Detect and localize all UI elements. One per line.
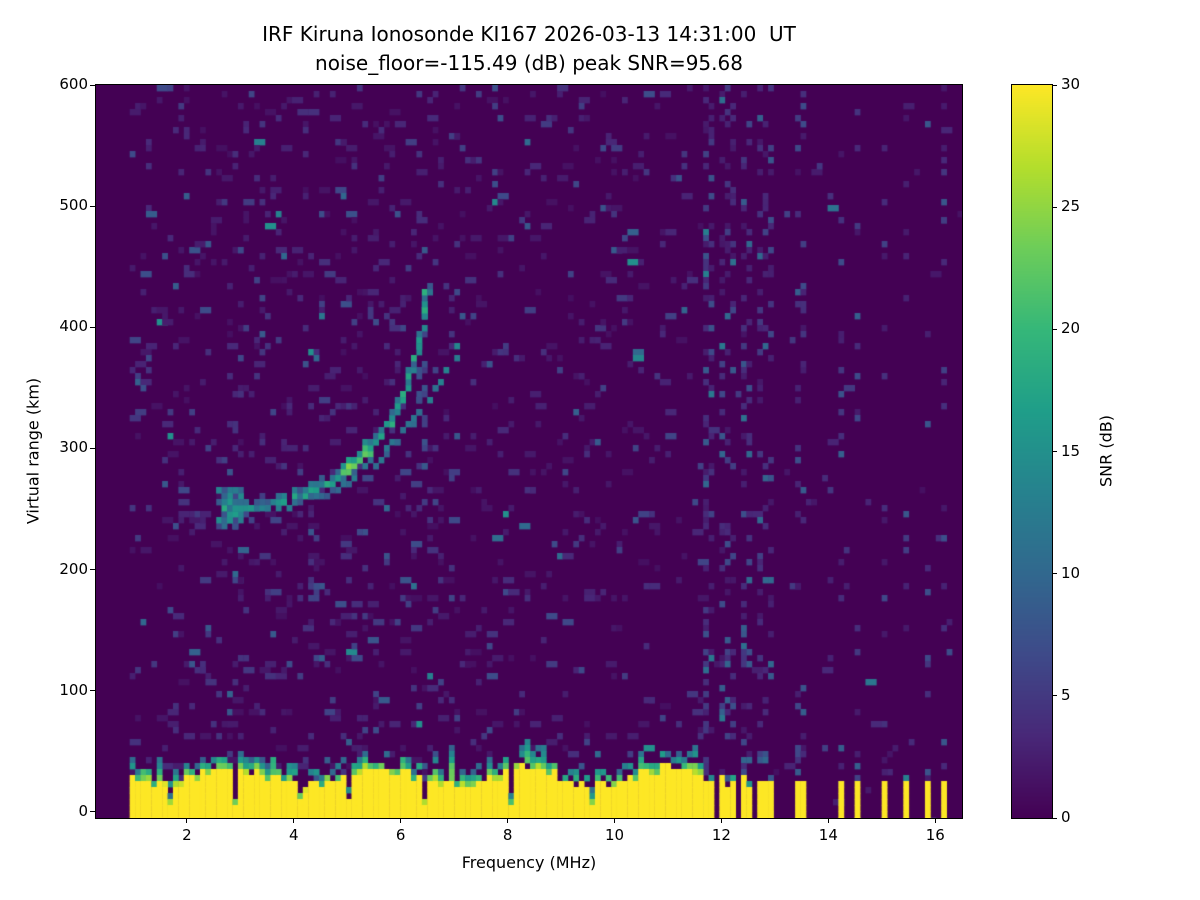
- x-tick-label: 16: [925, 826, 945, 844]
- x-tick-label: 12: [711, 826, 731, 844]
- x-tick: [720, 819, 722, 823]
- y-tick: [90, 569, 95, 571]
- chart-title: IRF Kiruna Ionosonde KI167 2026-03-13 14…: [262, 22, 796, 46]
- colorbar-tick: [1053, 451, 1057, 452]
- y-tick-label: 200: [59, 559, 88, 578]
- colorbar-tick-label: 15: [1061, 441, 1081, 460]
- colorbar-canvas: [1012, 85, 1052, 818]
- x-tick-label: 2: [182, 826, 192, 844]
- x-tick-label: 14: [818, 826, 838, 844]
- ionogram-canvas: [96, 85, 962, 818]
- y-tick-label: 0: [78, 801, 88, 820]
- x-tick: [614, 819, 616, 823]
- colorbar-tick-label: 10: [1061, 563, 1081, 582]
- x-tick-label: 8: [502, 826, 513, 844]
- y-tick: [90, 811, 95, 813]
- x-tick-label: 6: [395, 826, 406, 844]
- y-tick: [90, 326, 95, 328]
- colorbar-tick: [1053, 695, 1057, 697]
- colorbar-tick-label: 25: [1061, 197, 1081, 216]
- x-tick: [827, 819, 829, 823]
- colorbar-tick: [1053, 328, 1057, 330]
- y-tick: [90, 690, 95, 692]
- colorbar-tick-label: 20: [1061, 319, 1081, 338]
- x-tick: [507, 819, 509, 823]
- y-tick: [90, 84, 95, 86]
- x-tick: [186, 819, 188, 823]
- y-tick-label: 300: [59, 438, 88, 457]
- y-tick: [90, 447, 95, 449]
- y-tick-label: 500: [59, 196, 88, 215]
- x-tick-label: 10: [604, 826, 625, 844]
- chart-subtitle: noise_floor=-115.49 (dB) peak SNR=95.68: [315, 51, 743, 75]
- x-tick: [400, 819, 402, 823]
- x-axis-label: Frequency (MHz): [461, 853, 597, 872]
- colorbar-tick-label: 0: [1061, 808, 1071, 826]
- colorbar-tick: [1053, 84, 1057, 86]
- x-tick: [934, 819, 936, 823]
- colorbar-tick-label: 30: [1061, 75, 1081, 93]
- colorbar-tick: [1053, 573, 1057, 575]
- y-tick: [90, 205, 95, 207]
- y-tick-label: 100: [59, 680, 88, 699]
- y-tick-label: 400: [59, 317, 88, 336]
- colorbar-tick: [1053, 817, 1057, 819]
- colorbar-tick: [1053, 206, 1057, 208]
- x-tick: [293, 819, 295, 823]
- x-tick-label: 4: [289, 826, 299, 844]
- colorbar-tick-label: 5: [1061, 685, 1071, 704]
- y-tick-label: 600: [59, 75, 88, 93]
